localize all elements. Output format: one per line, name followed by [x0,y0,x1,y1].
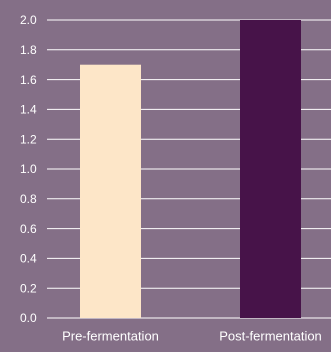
y-tick-label: 0.0 [20,311,37,325]
x-tick-label: Post-fermentation [219,328,322,343]
y-tick-label: 1.8 [20,43,37,57]
y-tick-label: 1.2 [20,132,37,146]
y-tick-label: 1.6 [20,73,37,87]
y-tick-label: 0.8 [20,192,37,206]
y-tick-label: 0.4 [20,252,37,266]
bar-pre-fermentation [80,64,141,318]
y-tick-label: 0.6 [20,222,37,236]
bars [80,20,301,318]
x-axis-tick-labels: Pre-fermentation Post-fermentation [62,328,322,343]
y-tick-label: 0.2 [20,281,37,295]
y-axis-tick-labels: 0.0 0.2 0.4 0.6 0.8 1.0 1.2 1.4 1.6 1.8 2.0 [20,13,37,325]
bar-post-fermentation [240,20,301,318]
y-tick-label: 1.4 [20,103,37,117]
y-tick-label: 1.0 [20,162,37,176]
y-tick-label: 2.0 [20,13,37,27]
x-tick-label: Pre-fermentation [62,328,159,343]
